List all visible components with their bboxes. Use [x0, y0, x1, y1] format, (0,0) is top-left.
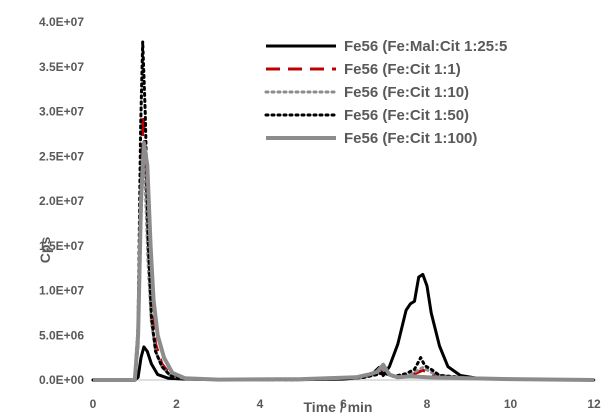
x-tick-label: 12 [587, 397, 601, 411]
y-tick-label: 3.5E+07 [39, 60, 84, 74]
y-tick-label: 2.0E+07 [39, 194, 84, 208]
series-line-3 [91, 159, 596, 382]
legend: Fe56 (Fe:Mal:Cit 1:25:5 Fe56 (Fe:Cit 1:1)… [264, 38, 507, 147]
y-tick-label: 1.5E+07 [39, 239, 84, 253]
legend-label-2: Fe56 (Fe:Cit 1:1) [344, 61, 461, 78]
axes: 0.0E+00 5.0E+06 1.0E+07 1.5E+07 2.0E+07 2.5E+… [39, 15, 601, 411]
series-line-5 [93, 140, 595, 382]
y-tick-label: 1.0E+07 [39, 284, 84, 298]
legend-label-3: Fe56 (Fe:Cit 1:10) [344, 84, 469, 101]
legend-label-4: Fe56 (Fe:Cit 1:50) [344, 107, 469, 124]
legend-label-1: Fe56 (Fe:Mal:Cit 1:25:5 [344, 38, 507, 55]
x-tick-label: 2 [173, 397, 180, 411]
y-tick-label: 2.5E+07 [39, 149, 84, 163]
legend-label-5: Fe56 (Fe:Cit 1:100) [344, 130, 477, 147]
y-tick-label: 0.0E+00 [39, 373, 84, 387]
series-line-2 [93, 114, 595, 382]
x-tick-label: 10 [504, 397, 518, 411]
y-tick-label: 3.0E+07 [39, 105, 84, 119]
y-tick-label: 5.0E+06 [39, 328, 84, 342]
y-axis-title: Cps [37, 237, 53, 264]
y-tick-label: 4.0E+07 [39, 15, 84, 29]
series-lines [91, 40, 596, 382]
x-tick-label: 4 [257, 397, 264, 411]
x-tick-label: 8 [424, 397, 431, 411]
x-axis-title: Time / min [304, 399, 373, 415]
x-tick-label: 0 [90, 397, 97, 411]
x-tick-label: 6 [340, 397, 347, 411]
